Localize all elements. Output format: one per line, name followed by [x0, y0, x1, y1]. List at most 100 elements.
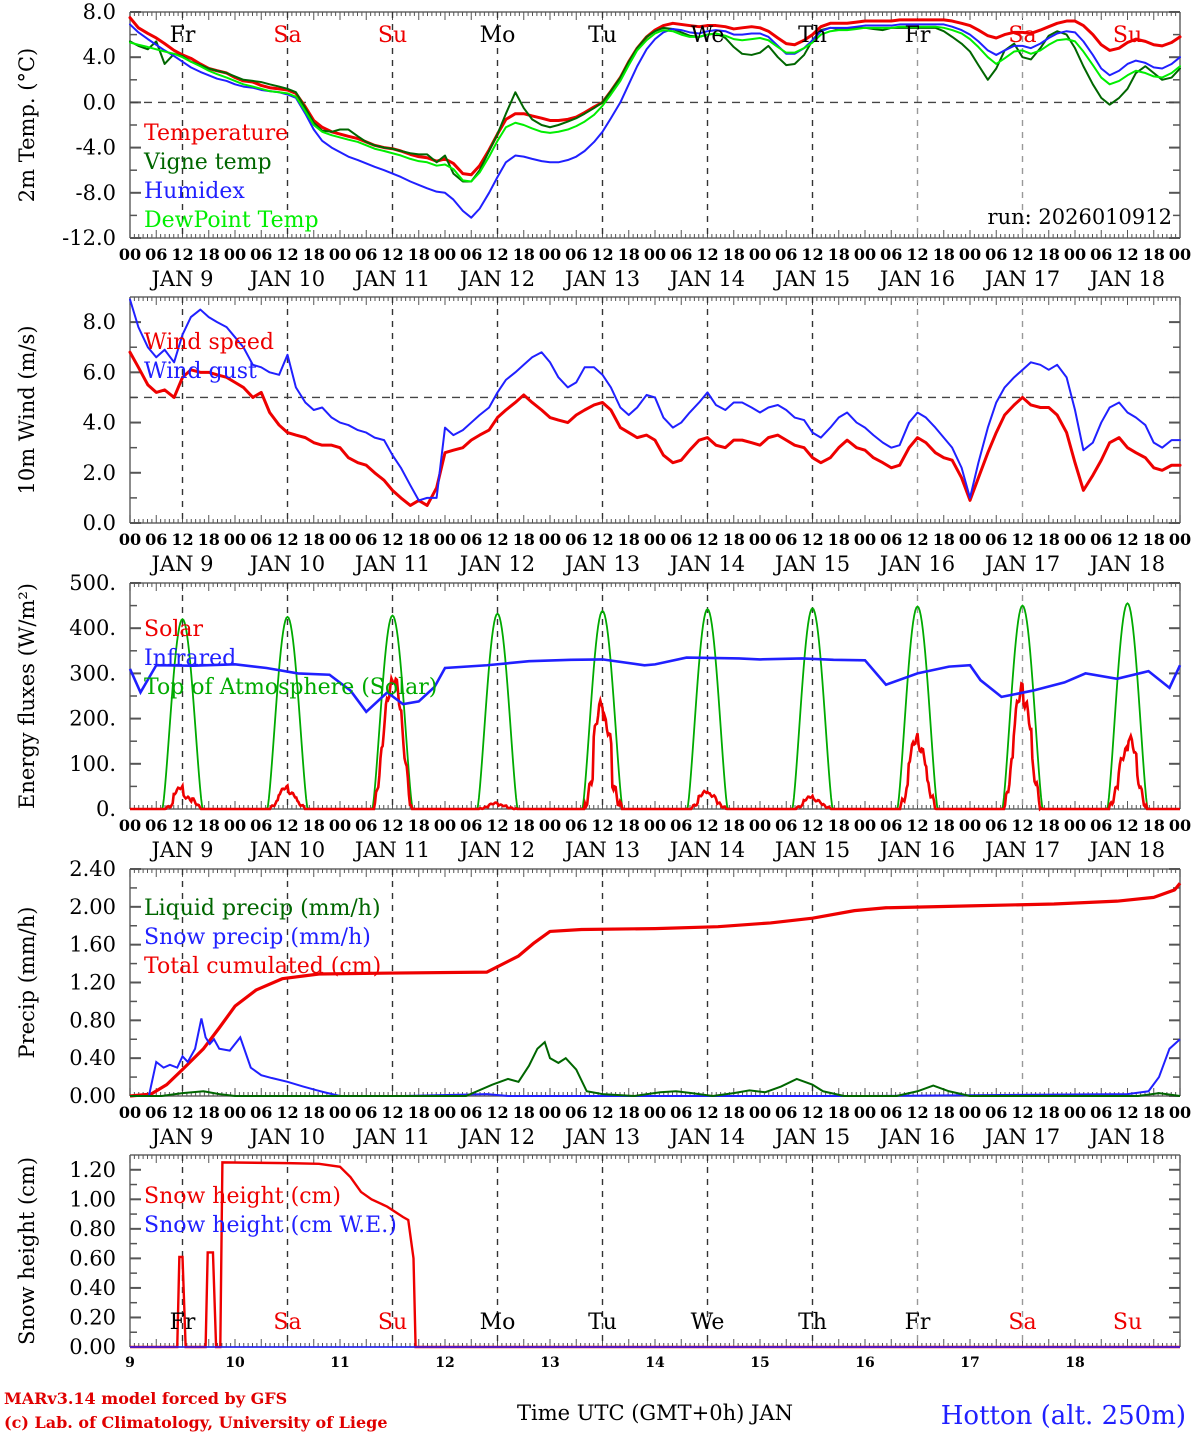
dow-label: Fr [905, 1310, 931, 1335]
x-hour-label: 12 [486, 1103, 508, 1122]
x-hour-label: 00 [434, 245, 456, 264]
x-hour-label: 12 [1116, 816, 1138, 835]
x-hour-label: 00 [539, 530, 561, 549]
x-hour-label: 06 [880, 245, 902, 264]
x-hour-label: 00 [749, 816, 771, 835]
run-label: run: 2026010912 [988, 205, 1172, 229]
x-hour-label: 00 [329, 1103, 351, 1122]
x-day-label: JAN 16 [878, 1125, 955, 1149]
x-hour-label: 00 [119, 1103, 141, 1122]
x-day-label: JAN 14 [668, 552, 745, 576]
x-hour-label: 00 [854, 245, 876, 264]
x-hour-label: 12 [906, 816, 928, 835]
x-hour-label: 06 [250, 530, 272, 549]
legend-label: Snow precip (mm/h) [144, 925, 371, 950]
x-hour-label: 00 [224, 530, 246, 549]
x-hour-label: 18 [1143, 1103, 1165, 1122]
x-hour-label: 06 [985, 245, 1007, 264]
y-axis-title: Snow height (cm) [15, 1157, 39, 1345]
x-hour-label: 12 [906, 1103, 928, 1122]
dow-label: Sa [1008, 1310, 1036, 1335]
y-tick-label: -12.0 [62, 226, 116, 250]
x-hour-label: 06 [670, 530, 692, 549]
legend-label: Wind speed [144, 330, 274, 355]
x-hour-label: 12 [801, 1103, 823, 1122]
x-day-label: JAN 17 [983, 838, 1060, 862]
x-hour-label: 12 [381, 245, 403, 264]
x-hour-label: 00 [119, 816, 141, 835]
x-day-label: JAN 17 [983, 1125, 1060, 1149]
x-hour-label: 18 [1143, 245, 1165, 264]
x-hour-label: 12 [276, 245, 298, 264]
x-day-label: JAN 16 [878, 838, 955, 862]
x-hour-label: 12 [696, 816, 718, 835]
x-hour-label: 06 [250, 1103, 272, 1122]
x-hour-label: 18 [408, 1103, 430, 1122]
x-hour-label: 18 [303, 1103, 325, 1122]
x-hour-label: 06 [985, 1103, 1007, 1122]
dow-label: Tu [588, 1310, 617, 1335]
x-day-label: JAN 10 [248, 1125, 325, 1149]
x-hour-label: 12 [1011, 245, 1033, 264]
x-hour-label: 18 [618, 1103, 640, 1122]
x-day-label: JAN 14 [668, 838, 745, 862]
dow-label: Th [798, 1310, 827, 1335]
y-tick-label: 300. [69, 661, 116, 685]
x-hour-label: 00 [119, 530, 141, 549]
x-hour-label: 00 [959, 816, 981, 835]
x-hour-label: 12 [276, 1103, 298, 1122]
x-hour-label: 12 [801, 245, 823, 264]
y-tick-label: 0.60 [69, 1246, 116, 1270]
x-hour-label: 18 [198, 245, 220, 264]
y-tick-label: 0.80 [69, 1217, 116, 1241]
x-hour-label: 18 [933, 1103, 955, 1122]
x-day-label: JAN 13 [563, 1125, 640, 1149]
x-hour-label: 00 [224, 245, 246, 264]
x-hour-label: 06 [460, 1103, 482, 1122]
dow-label: Sa [1008, 23, 1036, 48]
y-tick-label: 2.40 [69, 857, 116, 881]
footer-copyright: (c) Lab. of Climatology, University of L… [4, 1413, 388, 1432]
series-total-cumulated [129, 882, 1182, 1098]
x-day-label: JAN 15 [773, 552, 850, 576]
series-snow-height [130, 1161, 1180, 1349]
x-axis-title: Time UTC (GMT+0h) JAN [517, 1401, 793, 1425]
x-hour-label: 18 [933, 245, 955, 264]
x-hour-label: 18 [513, 530, 535, 549]
x-day-label: JAN 15 [773, 1125, 850, 1149]
x-hour-label: 18 [1038, 245, 1060, 264]
x-hour-label: 18 [723, 1103, 745, 1122]
y-tick-label: 2.0 [83, 461, 116, 485]
x-day-number: 11 [330, 1355, 349, 1371]
legend-label: Wind gust [144, 359, 257, 384]
x-hour-label: 00 [119, 245, 141, 264]
x-hour-label: 06 [1090, 1103, 1112, 1122]
x-hour-label: 12 [486, 245, 508, 264]
y-tick-label: 6.0 [83, 360, 116, 384]
x-hour-label: 00 [854, 816, 876, 835]
x-day-label: JAN 11 [353, 1125, 430, 1149]
x-hour-label: 00 [434, 530, 456, 549]
x-hour-label: 06 [355, 816, 377, 835]
legend-label: Solar [144, 617, 203, 642]
y-tick-label: 1.60 [69, 933, 116, 957]
x-hour-label: 00 [1064, 1103, 1086, 1122]
series-line [129, 25, 1181, 183]
x-hour-label: 06 [1090, 530, 1112, 549]
x-day-label: JAN 9 [150, 1125, 214, 1149]
x-hour-label: 12 [801, 530, 823, 549]
x-day-label: JAN 10 [248, 267, 325, 291]
x-hour-label: 18 [408, 245, 430, 264]
x-day-label: JAN 10 [248, 838, 325, 862]
x-hour-label: 00 [644, 816, 666, 835]
x-hour-label: 12 [591, 1103, 613, 1122]
dow-label: Th [798, 23, 827, 48]
y-tick-label: 0.40 [69, 1046, 116, 1070]
x-hour-label: 00 [1169, 530, 1191, 549]
x-hour-label: 06 [985, 816, 1007, 835]
dow-label: Sa [273, 23, 301, 48]
legend-label: DewPoint Temp [144, 208, 319, 233]
x-hour-label: 18 [513, 1103, 535, 1122]
x-hour-label: 00 [1169, 245, 1191, 264]
